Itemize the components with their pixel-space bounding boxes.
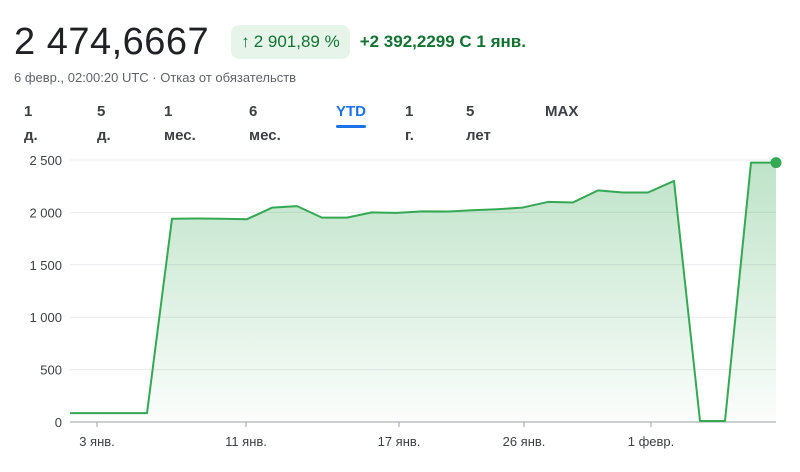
- y-tick-label: 1 000: [29, 310, 62, 325]
- quote-header: 2 474,6667 ↑ 2 901,89 % +2 392,2299 С 1 …: [14, 18, 526, 66]
- change-percent: 2 901,89 %: [253, 32, 340, 51]
- tab-6[interactable]: 5 лет: [466, 103, 491, 144]
- x-tick-label: 1 февр.: [628, 434, 675, 449]
- x-tick-label: 3 янв.: [79, 434, 115, 449]
- tab-2[interactable]: 1 мес.: [164, 103, 196, 144]
- timestamp-disclaimer: 6 февр., 02:00:20 UTC · Отказ от обязате…: [14, 70, 297, 85]
- price-chart: 0 500 1 000 1 500 2 000 2 500 3 янв. 11 янв. 17 …: [29, 153, 782, 449]
- change-percent-badge: ↑ 2 901,89 %: [231, 25, 350, 59]
- x-tick-label: 26 янв.: [503, 434, 546, 449]
- arrow-up-icon: ↑: [241, 32, 250, 51]
- current-price: 2 474,6667: [14, 21, 210, 63]
- tab-0[interactable]: 1 д.: [24, 103, 38, 144]
- tab-3[interactable]: 6 мес.: [249, 103, 281, 144]
- x-tick-label: 17 янв.: [378, 434, 421, 449]
- tab-5[interactable]: 1 г.: [405, 103, 414, 144]
- y-tick-label: 2 500: [29, 153, 62, 168]
- area-fill: [70, 162, 776, 422]
- y-tick-label: 2 000: [29, 205, 62, 220]
- tab-1[interactable]: 5 д.: [97, 103, 111, 144]
- tab-4[interactable]: YTD: [336, 100, 366, 128]
- current-value-dot: [770, 157, 782, 169]
- y-tick-label: 0: [55, 415, 62, 430]
- y-tick-label: 1 500: [29, 258, 62, 273]
- y-tick-label: 500: [40, 363, 62, 378]
- x-tick-label: 11 янв.: [225, 434, 267, 449]
- tab-7[interactable]: MAX: [545, 103, 579, 120]
- series-line: [70, 161, 776, 422]
- change-absolute: +2 392,2299 С 1 янв.: [359, 32, 526, 51]
